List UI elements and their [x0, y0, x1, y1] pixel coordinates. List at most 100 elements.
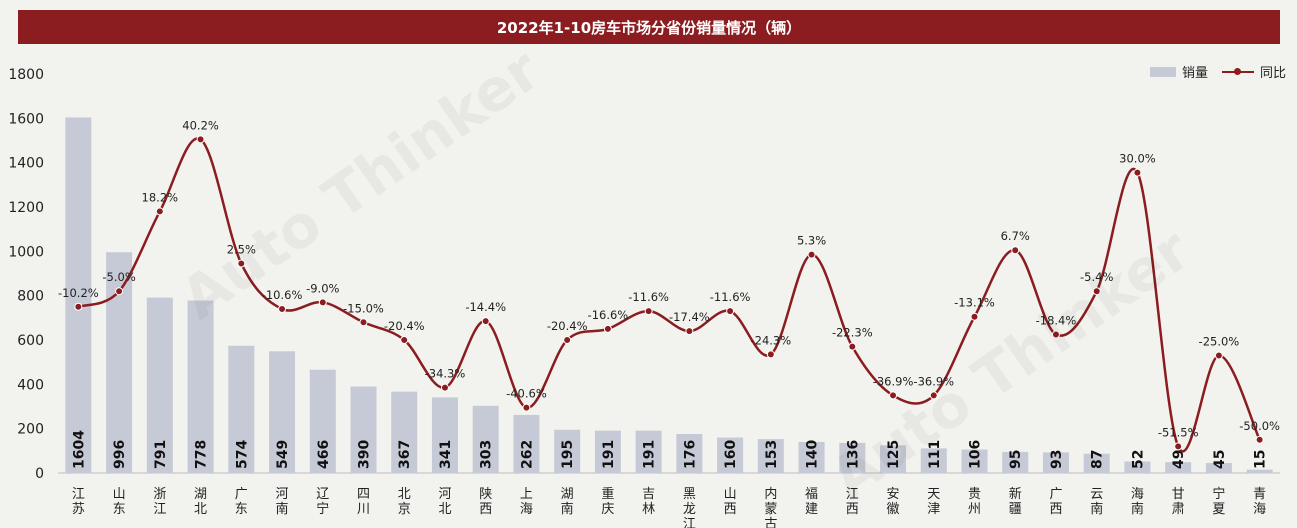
bar-value-label: 106: [968, 440, 984, 469]
yoy-label: -51.5%: [1158, 425, 1199, 439]
bar-value-label: 49: [1171, 450, 1187, 469]
x-tick-label: 内蒙古: [764, 486, 777, 528]
x-tick-label: 新疆: [1009, 486, 1022, 517]
yoy-point: [889, 391, 898, 400]
yoy-label: -11.6%: [628, 290, 669, 304]
bar-value-label: 176: [682, 440, 698, 469]
y-tick-label: 0: [35, 466, 44, 482]
y-tick-label: 1200: [8, 200, 44, 216]
bar-value-label: 136: [845, 440, 861, 469]
bar-value-label: 160: [723, 440, 739, 469]
bar: [431, 397, 458, 473]
yoy-label: -10.2%: [58, 286, 99, 300]
yoy-point: [1092, 287, 1101, 296]
bar-value-label: 390: [357, 440, 373, 469]
yoy-label: -50.0%: [1239, 419, 1280, 433]
bar: [309, 369, 336, 473]
bar: [880, 445, 907, 473]
x-tick-label: 四川: [357, 487, 370, 517]
x-tick-label: 山西: [724, 487, 737, 517]
x-tick-label: 湖北: [194, 487, 207, 517]
yoy-point: [1174, 442, 1183, 451]
bar-value-label: 45: [1212, 450, 1228, 469]
bar: [839, 442, 866, 473]
x-tick-label: 黑龙江: [683, 487, 696, 528]
yoy-point: [400, 336, 409, 344]
yoy-label: 6.7%: [1001, 229, 1030, 243]
yoy-point: [970, 312, 979, 321]
yoy-label: -9.0%: [306, 281, 339, 295]
yoy-point: [1255, 435, 1264, 444]
bar: [1042, 452, 1069, 473]
legend-bar-label: 销量: [1182, 66, 1209, 81]
bar-value-label: 95: [1008, 450, 1024, 469]
bar-value-label: 466: [316, 440, 332, 469]
yoy-label: -22.3%: [832, 326, 873, 340]
yoy-label: -5.4%: [1080, 270, 1113, 284]
bar: [350, 386, 377, 473]
bar: [187, 300, 214, 473]
bar-value-label: 574: [234, 440, 250, 469]
x-tick-label: 山东: [113, 487, 126, 517]
bar-value-label: 140: [805, 440, 821, 469]
yoy-label: -25.0%: [1199, 335, 1240, 349]
x-tick-label: 浙江: [153, 487, 166, 517]
yoy-point: [318, 298, 327, 307]
chart-title: 2022年1-10房车市场分省份销量情况（辆）: [18, 10, 1280, 44]
y-tick-label: 1000: [8, 244, 44, 260]
yoy-point: [563, 336, 572, 344]
bar: [65, 117, 92, 474]
x-tick-label: 福建: [805, 487, 818, 517]
y-tick-label: 800: [17, 289, 44, 305]
bar-value-label: 341: [438, 440, 454, 469]
bar: [1083, 453, 1110, 473]
yoy-label: 30.0%: [1119, 152, 1156, 166]
yoy-point: [74, 302, 83, 311]
yoy-point: [237, 259, 246, 268]
x-tick-label: 安徽: [887, 487, 900, 517]
bar: [757, 439, 784, 473]
y-tick-label: 600: [17, 333, 44, 349]
bar-value-label: 191: [642, 440, 658, 469]
bar: [676, 433, 703, 473]
bar-value-label: 996: [112, 440, 128, 469]
yoy-point: [603, 324, 612, 333]
yoy-label: -36.9%: [873, 374, 914, 388]
y-tick-label: 200: [17, 422, 44, 438]
yoy-point: [848, 342, 857, 351]
bar-value-label: 93: [1049, 450, 1065, 469]
legend: 销量 同比: [1150, 62, 1286, 81]
yoy-point: [766, 350, 775, 359]
yoy-label: -20.4%: [547, 319, 588, 333]
bar: [554, 429, 581, 473]
x-tick-label: 广西: [1049, 487, 1062, 517]
bar-value-label: 52: [1130, 450, 1146, 469]
bar: [594, 430, 621, 473]
yoy-label: -13.1%: [954, 296, 995, 310]
bar-value-label: 303: [479, 440, 495, 469]
x-tick-label: 陕西: [479, 487, 492, 517]
bar: [513, 414, 540, 473]
bar: [961, 449, 988, 473]
yoy-point: [359, 318, 368, 327]
yoy-point: [1011, 246, 1020, 255]
yoy-label: -16.6%: [588, 308, 629, 322]
x-tick-label: 云南: [1090, 487, 1103, 517]
bar: [228, 345, 255, 473]
yoy-point: [644, 307, 653, 316]
y-tick-label: 400: [17, 377, 44, 393]
yoy-label: -17.4%: [669, 310, 710, 324]
bar-value-label: 549: [275, 440, 291, 469]
yoy-point: [440, 383, 449, 392]
yoy-point: [196, 135, 205, 144]
yoy-point: [155, 207, 164, 216]
yoy-point: [1214, 351, 1223, 360]
legend-line-label: 同比: [1260, 66, 1287, 81]
yoy-label: 2.5%: [227, 243, 256, 257]
yoy-label: -40.6%: [506, 387, 547, 401]
x-tick-label: 北京: [398, 487, 411, 517]
bar-value-label: 1604: [71, 430, 87, 469]
x-tick-label: 贵州: [968, 487, 981, 517]
x-tick-label: 重庆: [601, 486, 614, 517]
yoy-label: -11.6%: [710, 290, 751, 304]
